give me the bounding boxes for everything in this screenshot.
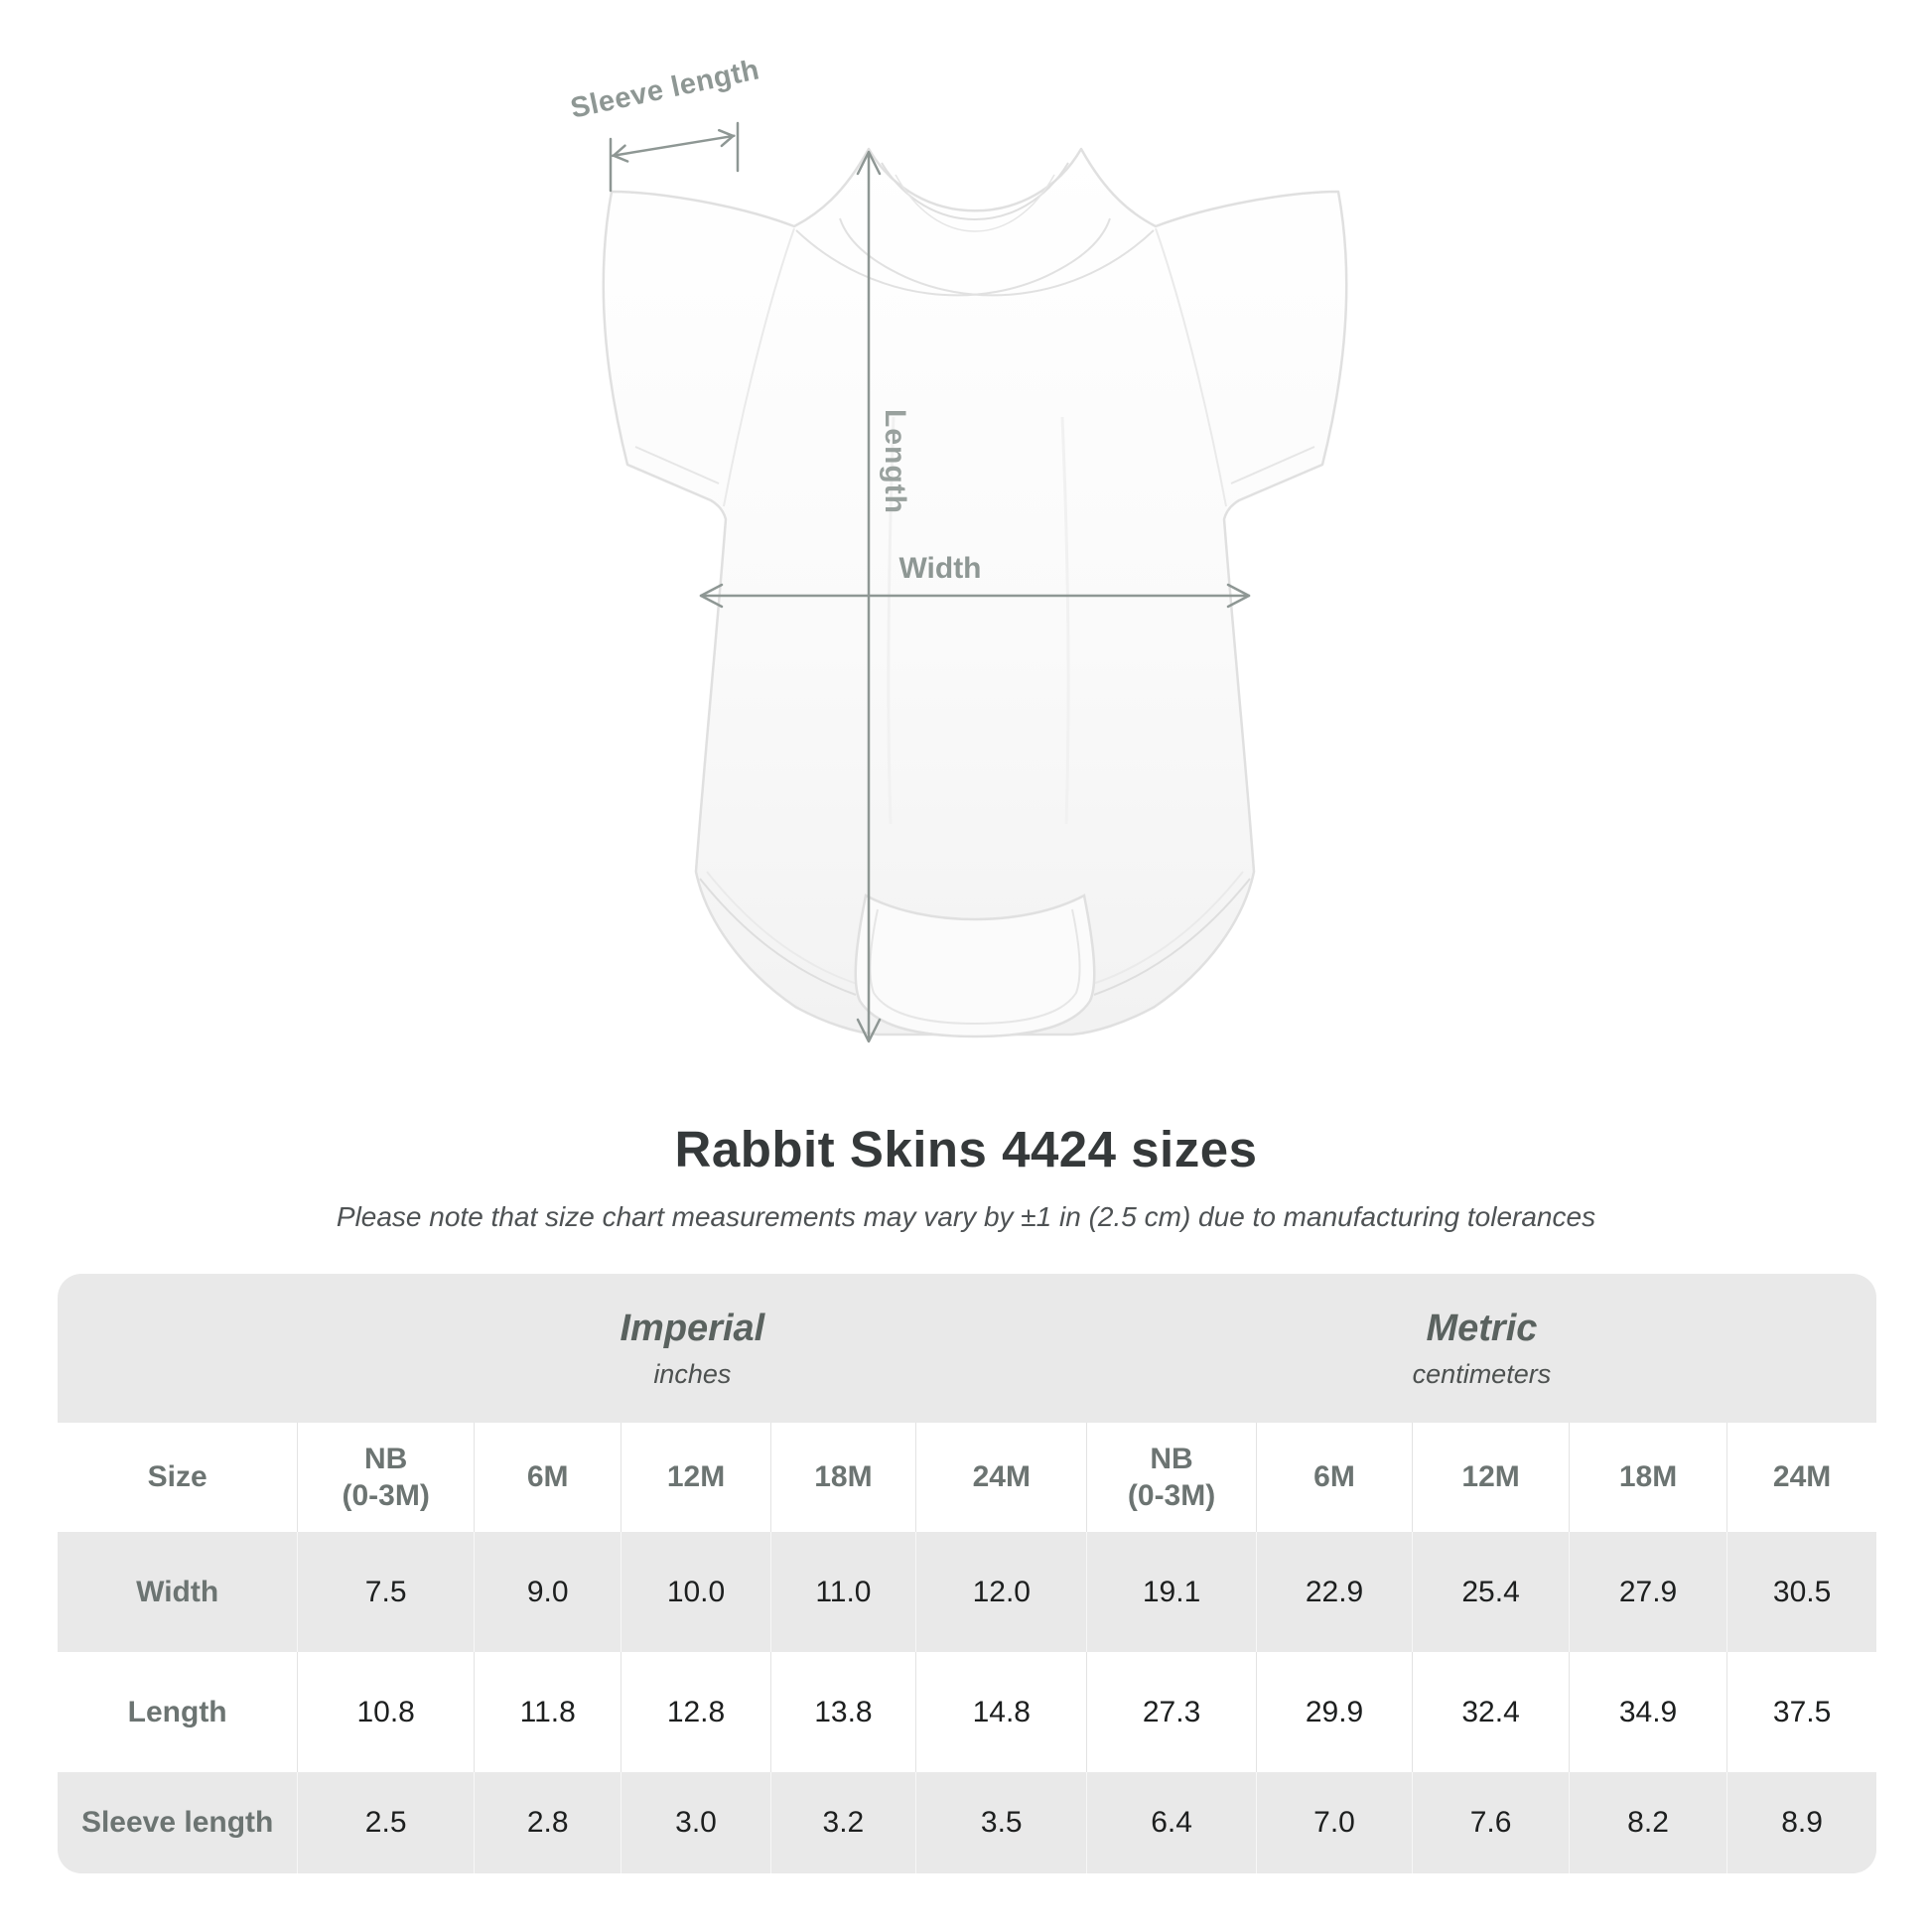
length-label: Length: [879, 409, 911, 514]
size-col-header: Size: [58, 1423, 298, 1532]
sleeve-nb-cm: 6.4: [1086, 1772, 1257, 1873]
col-header-6m-imperial: 6M: [474, 1423, 621, 1532]
sleeve-nb-in: 2.5: [297, 1772, 475, 1873]
unit-header-row: Imperial inches Metric centimeters: [58, 1274, 1876, 1423]
width-6m-in: 9.0: [474, 1532, 621, 1652]
right-leg-binding-inner: [1089, 871, 1244, 986]
inches-label: inches: [653, 1358, 732, 1389]
unit-header-corner: [58, 1274, 298, 1423]
col-header-24m-imperial: 24M: [915, 1423, 1087, 1532]
neckline-binding: [881, 162, 1069, 220]
left-sleeve-hem: [634, 446, 720, 484]
page-title: Rabbit Skins 4424 sizes: [674, 1121, 1258, 1177]
width-18m-in: 11.0: [769, 1532, 916, 1652]
length-nb-cm: 27.3: [1086, 1652, 1257, 1772]
col-header-12m-imperial: 12M: [621, 1423, 771, 1532]
length-6m-in: 11.8: [474, 1652, 621, 1772]
length-18m-in: 13.8: [769, 1652, 916, 1772]
onesie-illustration: [602, 121, 1348, 1043]
col-header-nb-imperial: NB (0-3M): [297, 1423, 475, 1532]
crotch-flap-binding: [869, 908, 1081, 1026]
sleeve-24m-cm: 8.9: [1726, 1772, 1876, 1873]
length-12m-cm: 32.4: [1412, 1652, 1570, 1772]
left-leg-binding: [699, 878, 857, 996]
sleeve-length-arrow: [609, 121, 740, 193]
size-table: Imperial inches Metric centimeters Size …: [58, 1274, 1876, 1873]
tolerance-note: Please note that size chart measurements…: [336, 1201, 1596, 1232]
sleeve-18m-in: 3.2: [769, 1772, 916, 1873]
crotch-flap: [854, 894, 1096, 1038]
width-arrow: [699, 583, 1251, 609]
col-header-24m-metric: 24M: [1726, 1423, 1876, 1532]
garment-diagram: Sleeve length Length Width: [568, 54, 1348, 1043]
right-leg-binding: [1093, 878, 1251, 996]
length-nb-in: 10.8: [297, 1652, 475, 1772]
col-header-12m-metric: 12M: [1412, 1423, 1570, 1532]
width-nb-in: 7.5: [297, 1532, 475, 1652]
sleeve-length-row: Sleeve length 2.5 2.8 3.0 3.2 3.5 6.4 7.…: [58, 1772, 1876, 1873]
col-header-6m-metric: 6M: [1255, 1423, 1413, 1532]
sleeve-6m-cm: 7.0: [1255, 1772, 1413, 1873]
col-header-18m-imperial: 18M: [769, 1423, 916, 1532]
unit-group-imperial: Imperial inches: [297, 1274, 1087, 1423]
sleeve-6m-in: 2.8: [474, 1772, 621, 1873]
col-header-nb-metric: NB (0-3M): [1086, 1423, 1257, 1532]
length-24m-in: 14.8: [915, 1652, 1087, 1772]
length-6m-cm: 29.9: [1255, 1652, 1413, 1772]
length-row: Length 10.8 11.8 12.8 13.8 14.8 27.3 29.…: [58, 1652, 1876, 1772]
onesie-body: [602, 147, 1348, 1036]
width-label: Width: [898, 552, 982, 585]
sleeve-12m-in: 3.0: [621, 1772, 771, 1873]
width-row: Width 7.5 9.0 10.0 11.0 12.0 19.1 22.9 2…: [58, 1532, 1876, 1652]
width-24m-in: 12.0: [915, 1532, 1087, 1652]
width-6m-cm: 22.9: [1255, 1532, 1413, 1652]
row-label-length: Length: [58, 1652, 298, 1772]
col-header-18m-metric: 18M: [1568, 1423, 1727, 1532]
width-18m-cm: 27.9: [1568, 1532, 1727, 1652]
length-18m-cm: 34.9: [1568, 1652, 1727, 1772]
neckline-inner: [895, 174, 1055, 232]
imperial-label: Imperial: [620, 1307, 765, 1349]
fabric-fold-left: [887, 416, 896, 825]
width-12m-in: 10.0: [621, 1532, 771, 1652]
unit-group-metric: Metric centimeters: [1086, 1274, 1876, 1423]
fabric-fold-right: [1060, 416, 1070, 825]
left-leg-binding-inner: [706, 871, 861, 986]
sleeve-12m-cm: 7.6: [1412, 1772, 1570, 1873]
right-sleeve-hem: [1230, 446, 1315, 484]
length-12m-in: 12.8: [621, 1652, 771, 1772]
right-armhole-seam: [1155, 227, 1227, 507]
size-header-row: Size NB (0-3M) 6M 12M 18M 24M NB (0-3M) …: [58, 1423, 1876, 1532]
metric-label: Metric: [1426, 1307, 1538, 1349]
right-shoulder-flap-edge: [839, 217, 1155, 297]
sleeve-24m-in: 3.5: [915, 1772, 1087, 1873]
centimeters-label: centimeters: [1412, 1358, 1552, 1389]
left-armhole-seam: [723, 227, 795, 507]
row-label-width: Width: [58, 1532, 298, 1652]
width-24m-cm: 30.5: [1726, 1532, 1876, 1652]
size-table-container: Imperial inches Metric centimeters Size …: [58, 1274, 1876, 1873]
width-nb-cm: 19.1: [1086, 1532, 1257, 1652]
width-12m-cm: 25.4: [1412, 1532, 1570, 1652]
length-24m-cm: 37.5: [1726, 1652, 1876, 1772]
row-label-sleeve: Sleeve length: [58, 1772, 298, 1873]
sleeve-18m-cm: 8.2: [1568, 1772, 1727, 1873]
left-shoulder-flap-edge: [795, 217, 1111, 297]
